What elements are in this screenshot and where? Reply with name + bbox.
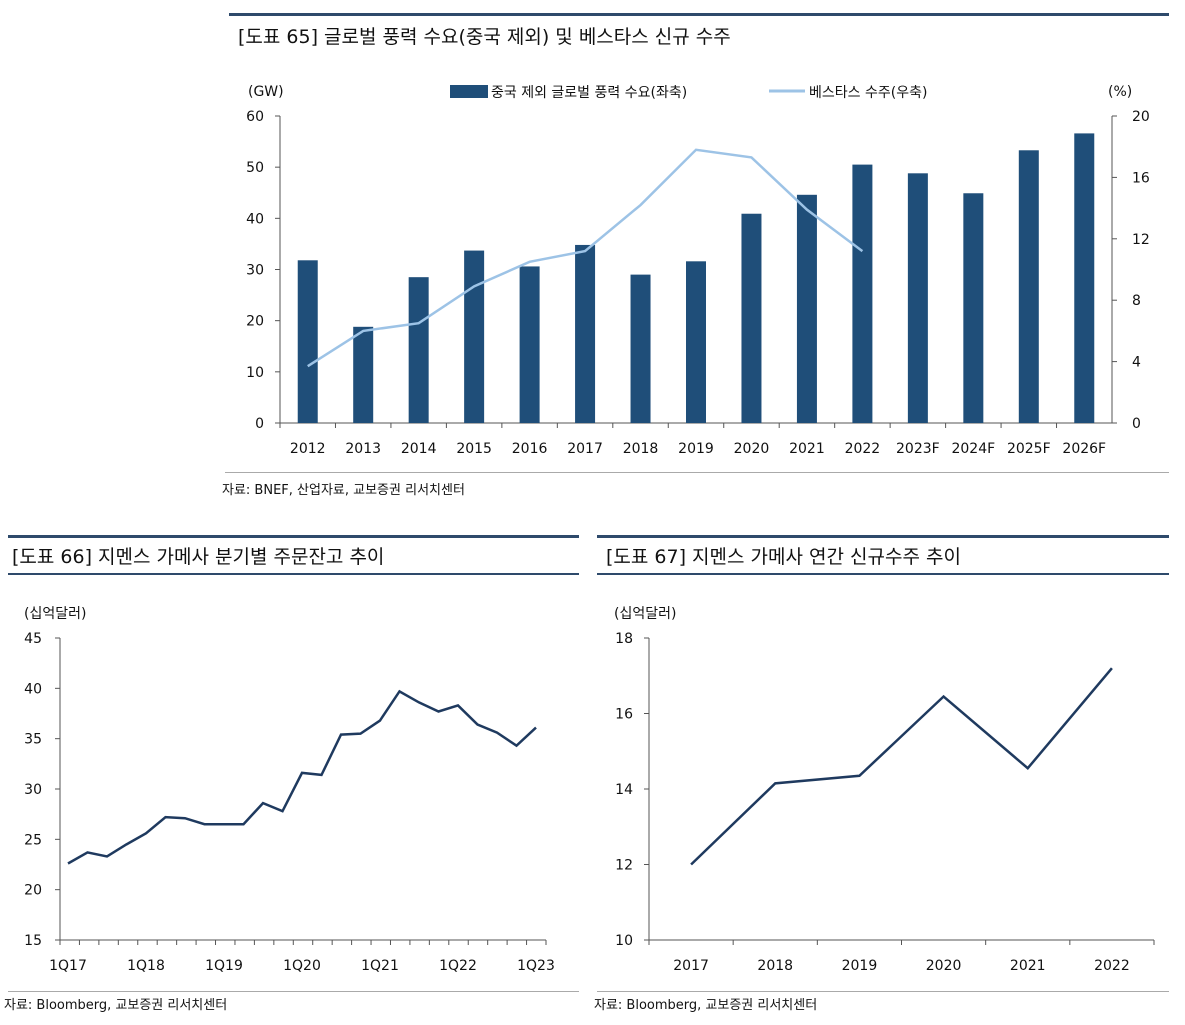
bar: [575, 244, 596, 423]
bar: [464, 250, 485, 423]
x-tick-label: 1Q18: [127, 958, 165, 974]
y-tick-label: 12: [615, 858, 633, 874]
x-tick-label: 2021: [1010, 958, 1046, 974]
y-tick-label: 14: [615, 782, 633, 798]
x-tick-label: 2022: [845, 441, 881, 457]
x-tick-label: 2019: [678, 441, 714, 457]
legend-line-label: 베스타스 수주(우축): [809, 85, 927, 101]
x-tick-label: 1Q21: [361, 958, 399, 974]
right-tick-label: 12: [1132, 232, 1150, 248]
y-tick-label: 30: [24, 782, 42, 798]
right-tick-label: 8: [1132, 293, 1141, 309]
chart66-title: [도표 66] 지멘스 가메사 분기별 주문잔고 추이: [12, 546, 385, 568]
bar: [796, 194, 817, 423]
chart67-title-rule: [597, 573, 1169, 575]
chart65-top-rule: [229, 13, 1169, 16]
x-tick-label: 2021: [789, 441, 825, 457]
x-tick-label: 2018: [623, 441, 659, 457]
chart65-source: 자료: BNEF, 산업자료, 교보증권 리서치센터: [222, 483, 465, 498]
left-tick-label: 30: [246, 263, 264, 279]
y-tick-label: 35: [24, 732, 42, 748]
x-tick-label: 2013: [345, 441, 381, 457]
bar: [1074, 133, 1095, 423]
y-tick-label: 10: [615, 933, 633, 949]
chart67-bottom-rule: [597, 991, 1169, 992]
legend-bar-label: 중국 제외 글로벌 풍력 수요(좌축): [491, 85, 687, 101]
chart66-source: 자료: Bloomberg, 교보증권 리서치센터: [4, 998, 228, 1013]
chart65-title: [도표 65] 글로벌 풍력 수요(중국 제외) 및 베스타스 신규 수주: [238, 26, 731, 48]
x-tick-label: 2020: [926, 958, 962, 974]
x-tick-label: 2012: [290, 441, 326, 457]
x-tick-label: 2022: [1094, 958, 1130, 974]
x-tick-label: 2026F: [1062, 441, 1106, 457]
bar: [353, 326, 374, 423]
x-tick-label: 2023F: [896, 441, 940, 457]
right-unit-label: (%): [1108, 84, 1132, 100]
left-tick-label: 20: [246, 314, 264, 330]
y-tick-label: 16: [615, 707, 633, 723]
left-unit-label: (GW): [248, 84, 284, 100]
bar: [297, 260, 318, 423]
chart66-top-rule: [8, 535, 579, 538]
x-tick-label: 1Q19: [205, 958, 243, 974]
y-tick-label: 18: [615, 631, 633, 647]
right-tick-label: 16: [1132, 170, 1150, 186]
left-tick-label: 60: [246, 109, 264, 125]
x-tick-label: 2016: [512, 441, 548, 457]
x-tick-label: 1Q23: [517, 958, 555, 974]
bar: [408, 277, 429, 423]
y-tick-label: 15: [24, 933, 42, 949]
unit-label: (십억달러): [614, 606, 676, 622]
x-tick-label: 1Q20: [283, 958, 321, 974]
y-tick-label: 40: [24, 681, 42, 697]
chart67-source: 자료: Bloomberg, 교보증권 리서치센터: [594, 998, 818, 1013]
x-tick-label: 2025F: [1007, 441, 1051, 457]
bar: [963, 193, 984, 423]
x-tick-label: 2017: [567, 441, 603, 457]
new-orders-line: [690, 667, 1113, 866]
chart65-plot: 0 10 20 30 40 50 60 0 4 8 12 16 20 (GW) (%) 2012 2013 201…: [246, 84, 1150, 457]
left-tick-label: 50: [246, 160, 264, 176]
x-tick-label: 1Q17: [49, 958, 87, 974]
right-tick-label: 4: [1132, 355, 1141, 371]
x-tick-label: 1Q22: [439, 958, 477, 974]
bar: [741, 213, 762, 423]
x-tick-label: 2019: [842, 958, 878, 974]
right-tick-label: 0: [1132, 416, 1141, 432]
chart67-title: [도표 67] 지멘스 가메사 연간 신규수주 추이: [606, 546, 961, 568]
chart66-bottom-rule: [8, 991, 579, 992]
x-tick-label: 2017: [673, 958, 709, 974]
backlog-line: [67, 689, 537, 865]
x-tick-label: 2015: [456, 441, 492, 457]
left-tick-label: 0: [255, 416, 264, 432]
bar: [1018, 150, 1039, 423]
x-tick-label: 2014: [401, 441, 437, 457]
bar: [852, 164, 873, 423]
chart67-top-rule: [597, 535, 1169, 538]
chart65-bottom-rule: [225, 472, 1169, 473]
x-tick-label: 2024F: [951, 441, 995, 457]
bar: [519, 266, 540, 423]
left-tick-label: 40: [246, 211, 264, 227]
bar: [686, 261, 706, 423]
x-tick-label: 2020: [734, 441, 770, 457]
bar: [630, 274, 651, 423]
y-tick-label: 20: [24, 883, 42, 899]
chart66-title-rule: [8, 573, 579, 575]
left-tick-label: 10: [246, 365, 264, 381]
unit-label: (십억달러): [24, 606, 86, 622]
y-tick-label: 25: [24, 832, 42, 848]
right-tick-label: 20: [1132, 109, 1150, 125]
y-tick-label: 45: [24, 631, 42, 647]
legend-bar-swatch: [450, 85, 488, 98]
bar: [907, 173, 928, 423]
x-tick-label: 2018: [757, 958, 793, 974]
vestas-order-line: [307, 148, 864, 368]
